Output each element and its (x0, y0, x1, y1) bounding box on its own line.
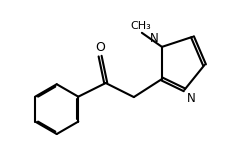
Text: N: N (187, 92, 196, 105)
Text: CH₃: CH₃ (130, 21, 151, 31)
Text: O: O (95, 41, 105, 54)
Text: N: N (150, 32, 159, 45)
